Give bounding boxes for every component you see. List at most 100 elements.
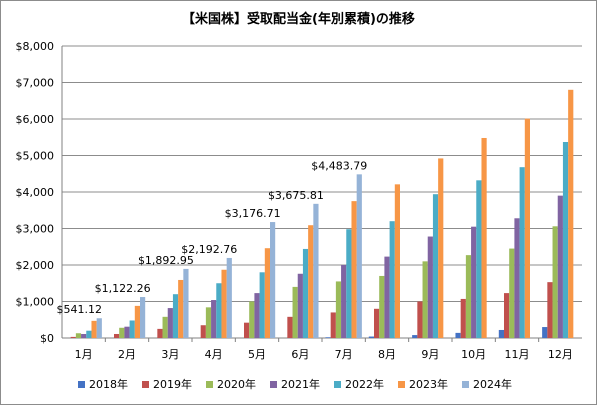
bar <box>455 332 461 338</box>
data-labels: $541.12 $1,122.26 $1,892.95$2,192.76 $3,176… <box>57 159 368 316</box>
legend-label: 2018年 <box>89 378 128 391</box>
legend-swatch <box>270 380 277 388</box>
legend-label: 2024年 <box>473 378 512 391</box>
x-tick-label: 7月 <box>335 348 353 361</box>
bar <box>476 180 482 338</box>
bar <box>221 269 227 338</box>
bar <box>70 336 76 338</box>
bar <box>172 294 179 338</box>
x-tick-label: 3月 <box>161 348 179 361</box>
bar <box>86 330 92 338</box>
bar <box>465 255 472 338</box>
bar <box>91 320 97 338</box>
bar <box>524 118 530 338</box>
bar <box>129 320 135 338</box>
x-tick-label: 10月 <box>461 348 486 361</box>
gridlines <box>61 45 582 339</box>
x-tick-label: 6月 <box>291 348 309 361</box>
legend-label: 2019年 <box>153 378 192 391</box>
legend-item: 2018年 <box>78 376 128 392</box>
y-tick-label: $3,000 <box>16 223 55 236</box>
bar <box>557 195 563 338</box>
bar <box>226 257 232 338</box>
bar <box>183 268 189 338</box>
x-tick-label: 8月 <box>378 348 396 361</box>
bar <box>124 326 130 338</box>
bar <box>330 312 336 338</box>
y-tick-label: $0 <box>40 332 54 345</box>
y-tick-label: $5,000 <box>16 150 55 163</box>
bar <box>162 316 168 338</box>
bar <box>325 337 331 338</box>
y-tick-label: $6,000 <box>16 113 55 126</box>
bar <box>297 273 303 338</box>
bar <box>379 275 385 338</box>
bar <box>427 236 433 338</box>
legend-swatch <box>334 380 341 388</box>
legend: 2018年 2019年 2020年 2021年 2022年 2023年 2024年 <box>78 376 512 392</box>
legend-swatch <box>142 380 149 388</box>
bar <box>432 194 439 338</box>
y-tick-label: $1,000 <box>16 296 55 309</box>
x-axis-ticks: 1月 2月 3月 4月 5月 6月 7月 8月 9月 10月 11月 12月 <box>75 338 573 361</box>
legend-swatch <box>78 380 85 388</box>
bar <box>134 305 140 338</box>
bar <box>75 333 82 338</box>
data-label: $3,675.81 <box>268 189 324 202</box>
bar <box>412 335 418 338</box>
y-axis-ticks: $0 $1,000 $2,000 $3,000 $4,000 $5,000 $6,000 $7… <box>16 40 55 345</box>
bar <box>205 307 212 338</box>
x-tick-label: 2月 <box>118 348 136 361</box>
bar <box>287 316 293 338</box>
x-tick-label: 4月 <box>205 348 223 361</box>
x-tick-label: 5月 <box>248 348 266 361</box>
x-tick-label: 11月 <box>505 348 530 361</box>
x-tick-label: 1月 <box>75 348 93 361</box>
bar <box>552 226 558 338</box>
data-label: $4,483.79 <box>311 159 367 172</box>
y-tick-label: $8,000 <box>16 40 55 53</box>
bar <box>547 282 553 338</box>
data-label: $3,176.71 <box>225 207 281 220</box>
legend-item: 2020年 <box>206 376 256 392</box>
bar <box>389 221 395 338</box>
bar <box>422 261 428 338</box>
bar <box>374 308 380 338</box>
legend-item: 2022年 <box>334 376 384 392</box>
bar <box>302 248 309 338</box>
bar <box>514 218 520 338</box>
bar <box>140 297 146 338</box>
bar <box>259 272 265 338</box>
bar <box>341 265 347 338</box>
bar <box>211 300 217 338</box>
bar <box>157 328 163 339</box>
bar <box>119 327 125 338</box>
bars <box>70 89 574 339</box>
bar <box>417 301 423 338</box>
bar <box>292 286 298 338</box>
bar <box>270 222 276 338</box>
data-label: $2,192.76 <box>181 243 237 256</box>
bar <box>509 248 515 338</box>
y-tick-label: $2,000 <box>16 259 55 272</box>
legend-item: 2019年 <box>142 376 192 392</box>
bar <box>438 158 444 338</box>
legend-label: 2022年 <box>345 378 384 391</box>
bar <box>178 279 184 338</box>
bar <box>394 184 400 338</box>
bar <box>216 283 222 338</box>
legend-swatch <box>398 380 405 388</box>
legend-item: 2023年 <box>398 376 448 392</box>
bar <box>335 281 342 338</box>
data-label: $541.12 <box>57 303 103 316</box>
bar <box>384 256 390 338</box>
y-tick-label: $4,000 <box>16 186 55 199</box>
bar <box>254 293 260 338</box>
bar <box>519 167 525 338</box>
legend-swatch <box>206 380 213 388</box>
x-tick-label: 9月 <box>421 348 439 361</box>
bar <box>249 301 255 338</box>
chart-title: 【米国株】受取配当金(年別累積)の推移 <box>182 12 415 27</box>
data-label: $1,892.95 <box>138 254 194 267</box>
bar <box>346 229 352 338</box>
